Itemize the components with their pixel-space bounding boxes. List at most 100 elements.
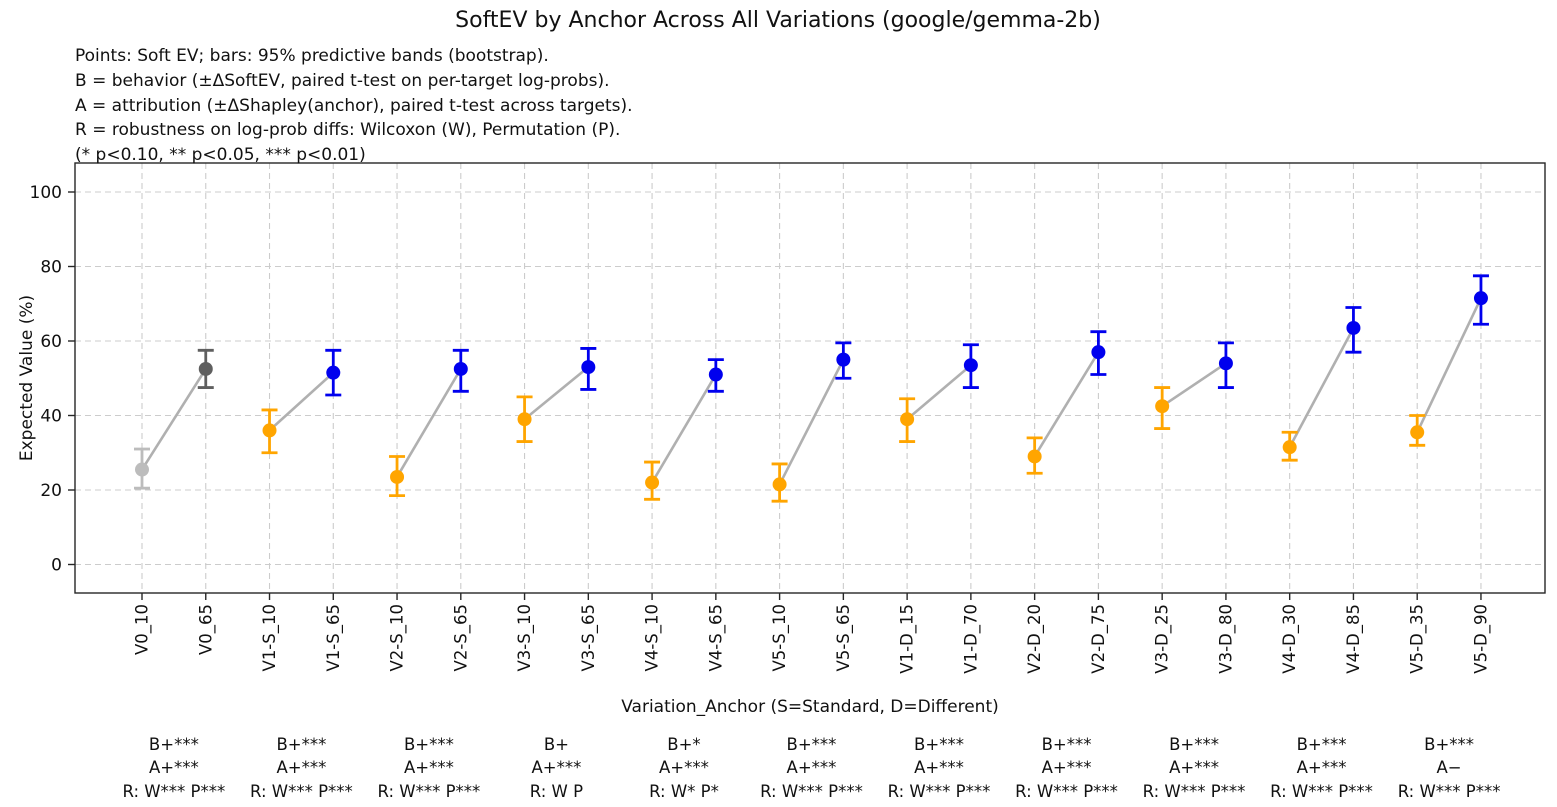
x-tick-label: V4-D_30 xyxy=(1280,604,1300,674)
pair-annotation-attribution: A+*** xyxy=(659,758,709,777)
note-line-pvalues: (* p<0.10, ** p<0.05, *** p<0.01) xyxy=(75,145,366,166)
pair-connector xyxy=(523,366,590,421)
pair-annotation-robustness: R: W*** P*** xyxy=(760,782,863,801)
pair-annotation-robustness: R: W*** P*** xyxy=(378,782,481,801)
pair-annotation-attribution: A+*** xyxy=(532,758,582,777)
pair-annotation-robustness: R: W*** P*** xyxy=(1143,782,1246,801)
data-point xyxy=(390,469,405,484)
y-tick-label: 40 xyxy=(40,407,62,427)
pair-connector xyxy=(778,359,845,486)
data-point xyxy=(198,361,213,376)
pair-annotation-attribution: A− xyxy=(1437,758,1462,777)
data-point xyxy=(1282,440,1297,455)
note-line-behavior: B = behavior (±ΔSoftEV, paired t-test on… xyxy=(75,70,610,91)
pair-connector xyxy=(140,368,207,471)
pair-annotation-robustness: R: W*** P*** xyxy=(888,782,991,801)
data-point xyxy=(326,365,341,380)
pair-annotation-attribution: A+*** xyxy=(914,758,964,777)
pair-annotation-robustness: R: W* P* xyxy=(649,782,719,801)
data-point xyxy=(1091,345,1106,360)
x-tick-label: V1-S_10 xyxy=(260,604,280,671)
x-tick-label: V5-S_65 xyxy=(834,604,854,671)
pair-annotation-attribution: A+*** xyxy=(1042,758,1092,777)
pair-annotation-robustness: R: W*** P*** xyxy=(1398,782,1501,801)
x-axis-label: Variation_Anchor (S=Standard, D=Differen… xyxy=(621,697,999,717)
chart-notes: Points: Soft EV; bars: 95% predictive ba… xyxy=(75,44,633,168)
pair-annotation-robustness: R: W*** P*** xyxy=(1270,782,1373,801)
x-tick-label: V5-D_35 xyxy=(1408,604,1428,674)
pair-connector xyxy=(1161,362,1227,408)
x-tick-label: V3-D_25 xyxy=(1153,604,1173,674)
x-tick-label: V4-S_10 xyxy=(643,604,663,671)
data-point xyxy=(1473,291,1488,306)
x-tick-label: V2-D_75 xyxy=(1089,604,1109,674)
note-line-robustness: R = robustness on log-prob diffs: Wilcox… xyxy=(75,120,621,141)
pair-annotation-behavior: B+*** xyxy=(1424,735,1474,754)
x-tick-label: V2-D_20 xyxy=(1025,604,1045,674)
x-tick-label: V3-D_80 xyxy=(1216,604,1236,674)
x-tick-label: V1-S_65 xyxy=(324,604,344,671)
x-tick-label: V2-S_65 xyxy=(451,604,471,671)
pair-annotation-attribution: A+*** xyxy=(149,758,199,777)
pair-connector xyxy=(268,371,335,432)
data-point xyxy=(645,475,660,490)
pair-annotation-behavior: B+*** xyxy=(1169,735,1219,754)
x-tick-label: V3-S_10 xyxy=(515,604,535,671)
x-tick-label: V5-D_90 xyxy=(1471,604,1491,674)
chart-title: SoftEV by Anchor Across All Variations (… xyxy=(455,8,1101,33)
pair-annotation-attribution: A+*** xyxy=(276,758,326,777)
pair-annotation-behavior: B+*** xyxy=(404,735,454,754)
pair-annotation-robustness: R: W P xyxy=(530,782,583,801)
x-tick-label: V5-S_10 xyxy=(770,604,790,671)
pair-annotation-behavior: B+*** xyxy=(1297,735,1347,754)
pair-connector xyxy=(395,368,462,478)
x-tick-label: V1-D_15 xyxy=(898,604,918,674)
data-point xyxy=(1346,320,1361,335)
y-tick-label: 0 xyxy=(51,556,62,576)
pair-connector xyxy=(1033,351,1100,458)
pair-annotation-attribution: A+*** xyxy=(787,758,837,777)
pair-annotation-robustness: R: W*** P*** xyxy=(122,782,225,801)
y-tick-label: 80 xyxy=(40,258,62,278)
data-point xyxy=(1410,425,1425,440)
pair-connector xyxy=(1288,327,1355,448)
x-tick-label: V4-S_65 xyxy=(706,604,726,671)
pair-annotation-behavior: B+*** xyxy=(787,735,837,754)
pair-annotation-behavior: B+*** xyxy=(149,735,199,754)
plot-border xyxy=(74,162,1546,594)
data-point xyxy=(772,477,787,492)
data-point xyxy=(836,352,851,367)
data-point xyxy=(900,412,915,427)
data-point xyxy=(581,360,596,375)
pair-annotation-robustness: R: W*** P*** xyxy=(250,782,353,801)
data-point xyxy=(453,361,468,376)
y-tick-label: 100 xyxy=(30,183,62,203)
x-tick-label: V3-S_65 xyxy=(579,604,599,671)
x-tick-label: V0_65 xyxy=(196,604,216,655)
note-line-attribution: A = attribution (±ΔShapley(anchor), pair… xyxy=(75,95,633,116)
x-tick-label: V0_10 xyxy=(133,604,153,655)
data-point xyxy=(963,358,978,373)
data-point xyxy=(1218,356,1233,371)
pair-annotation-behavior: B+*** xyxy=(1042,735,1092,754)
pair-annotation-robustness: R: W*** P*** xyxy=(1015,782,1118,801)
pair-annotation-behavior: B+*** xyxy=(914,735,964,754)
pair-connector xyxy=(1416,297,1483,433)
y-axis-label: Expected Value (%) xyxy=(17,294,37,462)
note-line-points: Points: Soft EV; bars: 95% predictive ba… xyxy=(75,46,549,66)
data-point xyxy=(1027,449,1042,464)
pair-annotation-behavior: B+* xyxy=(667,735,700,754)
data-point xyxy=(1155,399,1170,414)
data-point xyxy=(517,412,532,427)
data-point xyxy=(262,423,277,438)
data-point xyxy=(135,462,149,477)
pair-annotation-attribution: A+*** xyxy=(1297,758,1347,777)
pair-annotation-behavior: B+ xyxy=(544,735,569,754)
y-tick-label: 20 xyxy=(40,481,62,501)
x-tick-label: V2-S_10 xyxy=(388,604,408,671)
x-tick-label: V1-D_70 xyxy=(961,604,981,674)
y-tick-label: 60 xyxy=(40,332,62,352)
pair-annotation-attribution: A+*** xyxy=(1169,758,1219,777)
